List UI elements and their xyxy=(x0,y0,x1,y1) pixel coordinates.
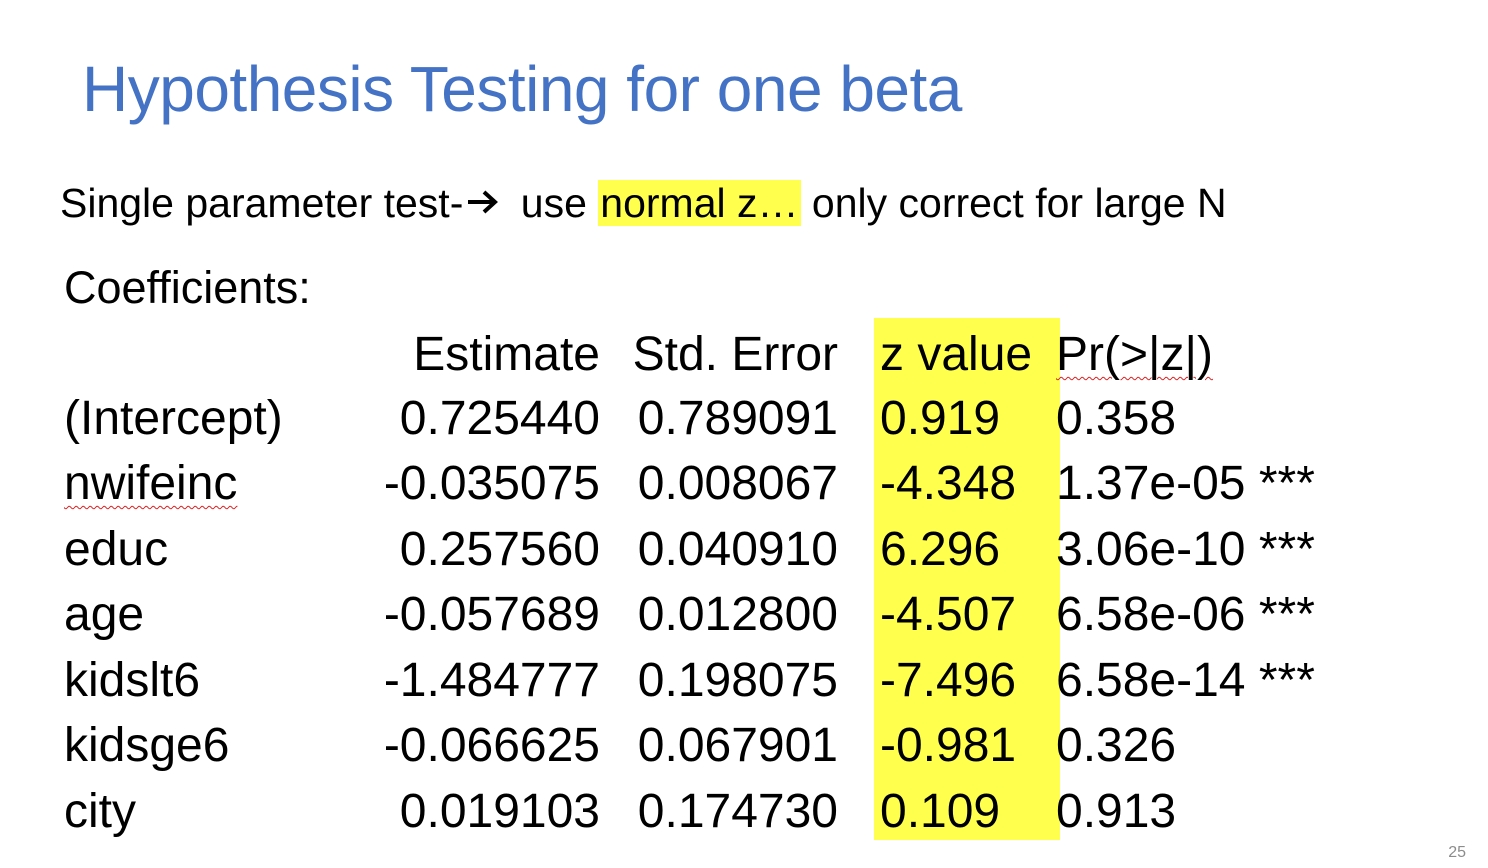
slide-title: Hypothesis Testing for one beta xyxy=(82,53,962,125)
row-name: kidslt6 xyxy=(64,654,201,707)
header-z-value: z value xyxy=(880,328,1033,381)
row-estimate: 0.725440 xyxy=(399,392,600,445)
row-z-value: 6.296 xyxy=(880,523,1001,576)
row-p-value: 6.58e-06 *** xyxy=(1056,588,1315,641)
subtitle-line: Single parameter test- use normal z… onl… xyxy=(60,178,1227,230)
header-p-value: Pr(>|z|) xyxy=(1056,328,1213,381)
row-p-value: 6.58e-14 *** xyxy=(1056,654,1315,707)
row-std-error: 0.012800 xyxy=(637,588,838,641)
table-row: educ 0.257560 0.040910 6.296 3.06e-10 *** xyxy=(0,517,1488,583)
coefficients-heading: Coefficients: xyxy=(64,262,311,313)
row-p-value: 0.358 xyxy=(1056,392,1177,445)
row-estimate: 0.257560 xyxy=(399,523,600,576)
row-z-value: -7.496 xyxy=(880,654,1017,707)
row-name: city xyxy=(64,785,136,838)
header-estimate: Estimate xyxy=(413,328,600,381)
subtitle-part-3: only correct for large N xyxy=(811,180,1227,226)
row-name: nwifeinc xyxy=(64,457,238,510)
table-row: nwifeinc -0.035075 0.008067 -4.348 1.37e-05 … xyxy=(0,451,1488,517)
row-p-value: 0.913 xyxy=(1056,785,1177,838)
subtitle-part-1: Single parameter test- xyxy=(60,180,464,226)
row-estimate: -0.066625 xyxy=(383,719,600,772)
row-name: age xyxy=(64,588,145,641)
row-std-error: 0.040910 xyxy=(637,523,838,576)
row-estimate: -1.484777 xyxy=(383,654,600,707)
row-z-value: -0.981 xyxy=(880,719,1017,772)
header-std-error: Std. Error xyxy=(632,328,838,381)
row-std-error: 0.067901 xyxy=(637,719,838,772)
row-p-value: 1.37e-05 *** xyxy=(1056,457,1315,510)
row-z-value: -4.348 xyxy=(880,457,1017,510)
z-value-highlight xyxy=(874,318,1060,840)
table-row: (Intercept) 0.725440 0.789091 0.919 0.358 xyxy=(0,386,1488,452)
row-std-error: 0.008067 xyxy=(637,457,838,510)
page-number: 25 xyxy=(1448,844,1466,861)
table-row: kidsge6 -0.066625 0.067901 -0.981 0.326 xyxy=(0,713,1488,779)
subtitle-part-2: use xyxy=(520,180,587,226)
table-row: age -0.057689 0.012800 -4.507 6.58e-06 *** xyxy=(0,582,1488,648)
right-arrow-icon xyxy=(468,190,499,214)
row-estimate: 0.019103 xyxy=(399,785,600,838)
row-name: (Intercept) xyxy=(64,392,283,445)
table-row: kidslt6 -1.484777 0.198075 -7.496 6.58e-14 *… xyxy=(0,648,1488,714)
table-row: city 0.019103 0.174730 0.109 0.913 xyxy=(0,779,1488,845)
row-z-value: 0.109 xyxy=(880,785,1001,838)
row-z-value: 0.919 xyxy=(880,392,1001,445)
row-p-value: 0.326 xyxy=(1056,719,1177,772)
row-estimate: -0.057689 xyxy=(383,588,600,641)
row-name: kidsge6 xyxy=(64,719,230,772)
subtitle-highlight: normal z… xyxy=(598,180,801,226)
row-std-error: 0.789091 xyxy=(637,392,838,445)
table-header-row: Estimate Std. Error z value Pr(>|z|) xyxy=(0,322,1488,388)
row-std-error: 0.198075 xyxy=(637,654,838,707)
row-name: educ xyxy=(64,523,169,576)
row-z-value: -4.507 xyxy=(880,588,1017,641)
row-std-error: 0.174730 xyxy=(637,785,838,838)
row-p-value: 3.06e-10 *** xyxy=(1056,523,1315,576)
row-estimate: -0.035075 xyxy=(383,457,600,510)
